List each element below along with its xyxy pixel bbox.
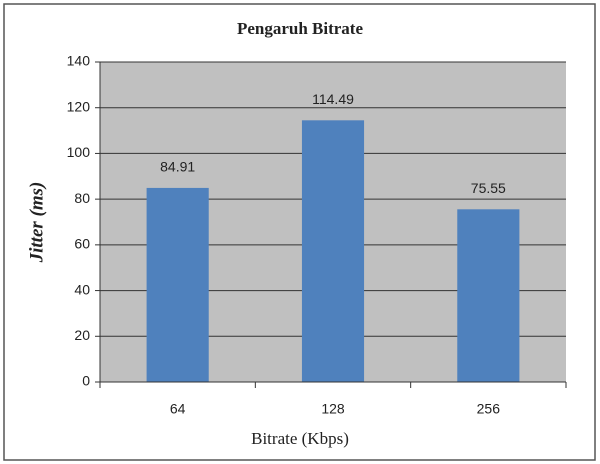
bar: [146, 187, 209, 382]
y-tick-label: 140: [67, 53, 91, 69]
y-tick-label: 20: [74, 327, 90, 343]
data-label: 75.55: [471, 180, 506, 196]
y-tick-label: 40: [74, 281, 90, 297]
bar: [301, 120, 365, 383]
y-tick-label: 60: [74, 236, 90, 252]
y-tick-label: 100: [67, 144, 91, 160]
x-axis-label: Bitrate (Kbps): [251, 429, 349, 448]
data-label: 84.91: [160, 159, 195, 175]
x-tick-label: 128: [321, 401, 345, 417]
x-tick-label: 256: [477, 401, 501, 417]
chart-title: Pengaruh Bitrate: [237, 19, 364, 38]
y-axis-label: Jitter (ms): [26, 182, 47, 264]
x-tick-label: 64: [170, 401, 186, 417]
y-tick-label: 120: [67, 98, 91, 114]
y-tick-label: 80: [74, 190, 90, 206]
data-label: 114.49: [312, 91, 354, 107]
y-tick-label: 0: [82, 373, 90, 389]
bar: [457, 209, 520, 382]
